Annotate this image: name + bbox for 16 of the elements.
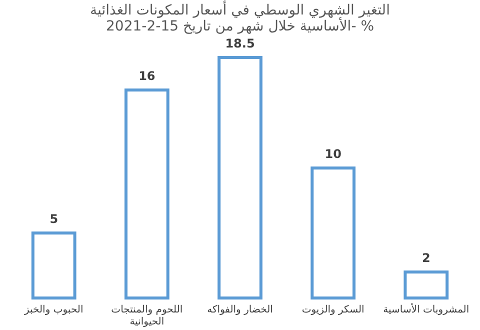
data-label: 18.5 [225, 36, 255, 50]
x-tick-label: اللحوم والمنتجات الحيوانية [111, 304, 183, 328]
data-label: 16 [138, 69, 156, 83]
chart-title: التغير الشهري الوسطي في أسعار المكونات الغذائية الأساسية خلال شهر من تاريخ 15-2-2021- % [90, 0, 390, 34]
bar [218, 56, 262, 300]
bar [404, 270, 449, 300]
data-label: 2 [422, 251, 430, 265]
x-tick-label: المشروبات الأساسية [383, 302, 470, 316]
bar [124, 88, 170, 300]
x-tick-label: الحبوب والخبز [24, 304, 84, 316]
x-tick-label: السكر والزيوت [302, 304, 364, 316]
data-label: 10 [324, 147, 342, 161]
x-tick-label: الخضار والفواكه [207, 304, 273, 316]
bar [310, 166, 356, 300]
data-label: 5 [50, 212, 58, 226]
bar [31, 232, 76, 300]
